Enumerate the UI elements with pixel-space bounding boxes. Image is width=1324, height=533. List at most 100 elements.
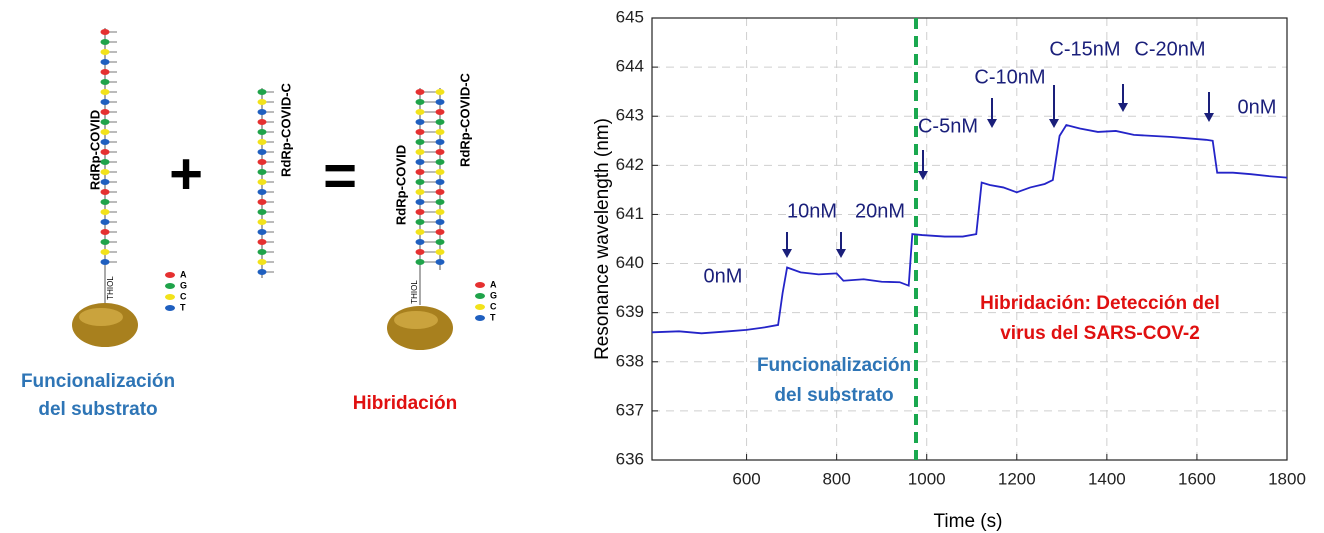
base [100,179,110,185]
base [435,219,445,225]
strand-label: RdRp-COVID-C [278,82,293,176]
base [435,109,445,115]
annotation: C-10nM [974,66,1045,88]
base [257,149,267,155]
y-tick-label: 636 [616,449,644,468]
base [257,119,267,125]
base [257,199,267,205]
base [100,209,110,215]
annotation: C-5nM [918,115,978,137]
y-tick-label: 643 [616,106,644,125]
base [435,99,445,105]
diagram: + = RdRp-COVID RdRp-COVID-C RdRp-COVID R… [21,28,497,420]
base [435,169,445,175]
strand-label: RdRp-COVID [87,110,102,190]
base [257,229,267,235]
y-tick-label: 638 [616,351,644,370]
base [415,149,425,155]
y-tick-label: 642 [616,155,644,174]
arrow-head [1204,113,1214,122]
base [257,259,267,265]
x-tick-label: 1000 [908,469,946,488]
base [100,99,110,105]
annotation: 0nM [704,265,743,287]
base [435,259,445,265]
legend-swatch [165,294,175,300]
x-tick-label: 1800 [1268,469,1306,488]
region-label: del substrato [774,385,893,406]
base [100,59,110,65]
base [100,29,110,35]
base [100,149,110,155]
y-axis-label: Resonance wavelength (nm) [592,118,613,360]
base [415,189,425,195]
base [435,189,445,195]
caption: Hibridación [353,393,458,414]
x-tick-label: 1600 [1178,469,1216,488]
legend-swatch [165,272,175,278]
region-label: virus del SARS-COV-2 [1000,323,1200,344]
strand-label: RdRp-COVID [393,145,408,225]
legend-swatch [475,315,485,321]
base [100,239,110,245]
base [415,259,425,265]
base [415,129,425,135]
base [100,259,110,265]
base [257,139,267,145]
legend-swatch [475,293,485,299]
arrow-head [1049,119,1059,128]
base [100,49,110,55]
base [100,249,110,255]
base [257,269,267,275]
legend-label: C [490,301,497,311]
base [257,129,267,135]
legend-label: G [490,290,497,300]
equals: = [323,143,357,208]
thiol-label: THIOL [106,276,115,300]
base [257,109,267,115]
base [100,89,110,95]
plot-frame [651,17,1288,461]
base [100,129,110,135]
arrow-head [987,119,997,128]
base [100,79,110,85]
base [257,249,267,255]
annotation: C-15nM [1049,38,1120,60]
base [435,119,445,125]
base [435,199,445,205]
arrow-head [1118,103,1128,112]
base [257,169,267,175]
region-label: Funcionalización [757,355,911,376]
base [257,239,267,245]
base [435,179,445,185]
base [435,249,445,255]
base [100,69,110,75]
base [100,199,110,205]
base [257,219,267,225]
plus: + [169,141,203,206]
base [435,209,445,215]
legend-label: A [490,279,497,289]
legend-label: C [180,291,187,301]
base [415,199,425,205]
base [100,229,110,235]
arrow-head [836,249,846,258]
base [435,129,445,135]
x-tick-label: 1200 [998,469,1036,488]
base [415,119,425,125]
arrow-head [782,249,792,258]
gold-highlight [394,311,438,329]
y-tick-label: 640 [616,253,644,272]
base [415,109,425,115]
base [100,169,110,175]
base [435,239,445,245]
legend-swatch [475,282,485,288]
base [100,109,110,115]
legend-label: A [180,269,187,279]
base [257,159,267,165]
base [415,179,425,185]
base [100,159,110,165]
arrow-head [918,171,928,180]
base [415,169,425,175]
chart: Time (s) Resonance wavelength (nm) 600 80… [592,7,1306,532]
